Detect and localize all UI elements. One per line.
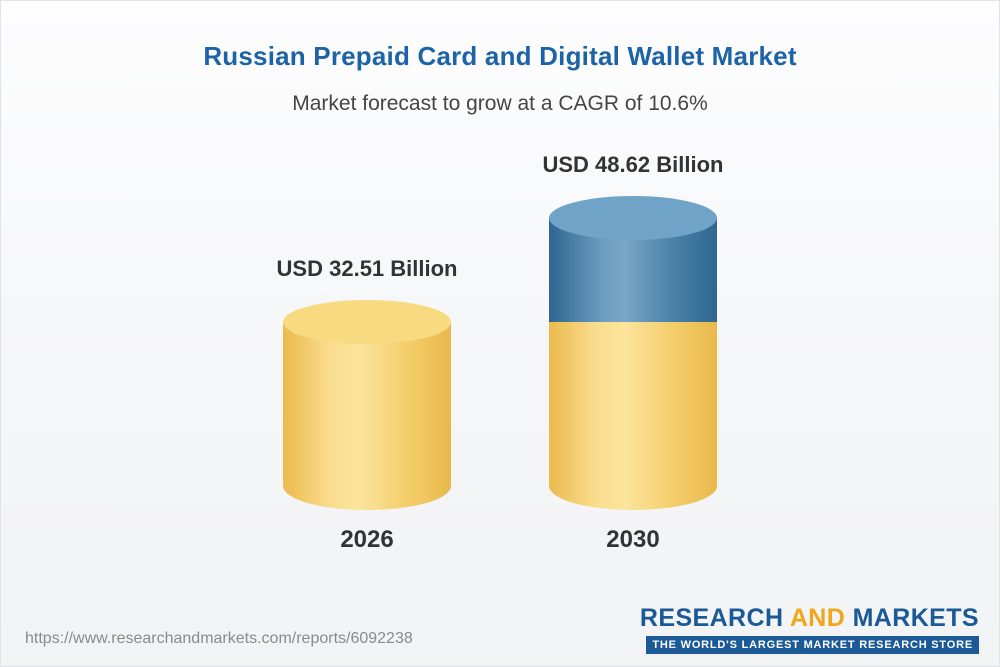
- axis-label-2030: 2030: [606, 526, 660, 553]
- bar-group-2030: USD 48.62 Billion 2030: [543, 152, 724, 554]
- bar-2030-top-ellipse: [548, 196, 717, 240]
- logo-word-research: RESEARCH: [639, 604, 784, 632]
- bar-2030: [548, 196, 717, 510]
- axis-label-2026: 2026: [340, 526, 394, 553]
- logo-word-markets: MARKETS: [852, 604, 979, 632]
- bar-2030-base-body: [548, 322, 717, 510]
- bar-2030-growth-segment: [548, 196, 717, 322]
- value-label-2030: USD 48.62 Billion: [542, 152, 724, 177]
- bar-group-2026: USD 32.51 Billion 2026: [277, 256, 458, 554]
- bar-2026-body: [283, 322, 452, 510]
- logo-wordmark: RESEARCH AND MARKETS: [640, 604, 979, 633]
- value-label-2026: USD 32.51 Billion: [276, 256, 458, 281]
- bar-2030-base-segment: [548, 322, 717, 510]
- chart-subtitle: Market forecast to grow at a CAGR of 10.…: [292, 92, 708, 115]
- chart-plot-area: USD 32.51 Billion 2026 USD 48.62 Billion…: [1, 142, 999, 554]
- bar-2026: [283, 300, 452, 510]
- chart-header: Russian Prepaid Card and Digital Wallet …: [1, 1, 999, 116]
- report-url: https://www.researchandmarkets.com/repor…: [25, 630, 413, 647]
- bar-2026-top-ellipse: [283, 300, 452, 344]
- logo-tagline: THE WORLD'S LARGEST MARKET RESEARCH STOR…: [646, 636, 979, 654]
- chart-title: Russian Prepaid Card and Digital Wallet …: [203, 41, 797, 71]
- logo-word-and: AND: [789, 604, 846, 632]
- research-and-markets-logo: RESEARCH AND MARKETS THE WORLD'S LARGEST…: [640, 604, 979, 654]
